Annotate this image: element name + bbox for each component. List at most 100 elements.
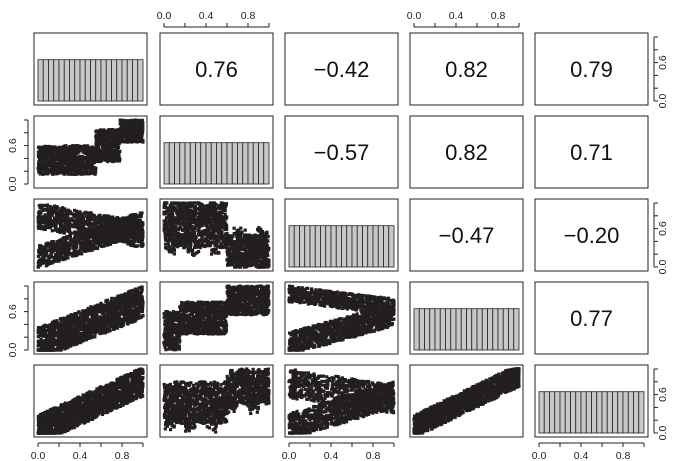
scatter-point — [70, 216, 74, 221]
scatter-point — [106, 231, 110, 236]
scatter-point — [110, 217, 114, 222]
scatter-point — [174, 243, 178, 248]
scatter-point — [71, 239, 76, 243]
scatter-point — [77, 223, 81, 227]
scatter-point — [129, 130, 133, 134]
scatter-point — [262, 257, 266, 261]
scatter-point — [77, 150, 81, 154]
scatter-point — [136, 239, 141, 244]
scatter-point — [101, 136, 106, 140]
scatter-point — [61, 217, 65, 221]
scatter-point — [86, 171, 90, 175]
scatter-point — [53, 244, 57, 249]
scatter-point — [50, 220, 54, 224]
scatter-point — [41, 258, 46, 262]
scatter-point — [95, 246, 100, 251]
scatter-point — [80, 145, 84, 149]
scatter-point — [82, 231, 86, 235]
scatter-point — [46, 258, 50, 262]
scatter-point — [102, 244, 106, 248]
scatter-point — [108, 224, 112, 228]
scatter-point — [37, 156, 42, 160]
scatter-point — [69, 146, 73, 150]
scatter-point — [106, 143, 111, 147]
scatter-point — [265, 232, 269, 237]
scatter-point — [121, 216, 125, 220]
scatter-point — [117, 135, 121, 140]
scatter-point — [95, 147, 99, 151]
scatter-point — [190, 252, 195, 257]
scatter-point — [140, 237, 145, 242]
scatter-point — [111, 228, 115, 232]
scatter-point — [77, 249, 81, 253]
scatter-point — [230, 262, 235, 266]
scatter-point — [48, 156, 52, 161]
scatter-point — [63, 229, 67, 233]
scatter-point — [36, 254, 41, 258]
scatter-point — [171, 247, 175, 251]
scatter-point — [65, 212, 69, 216]
scatter-point — [80, 252, 84, 256]
scatter-point — [97, 155, 102, 159]
scatter-point — [126, 139, 130, 143]
scatter-point — [118, 118, 122, 122]
scatter-point — [54, 226, 58, 231]
scatter-point — [94, 234, 98, 239]
scatter-point — [68, 169, 73, 173]
scatter-point — [48, 246, 52, 250]
scatter-point — [98, 238, 102, 242]
scatter-point — [53, 210, 58, 214]
scatter-point — [39, 203, 43, 207]
scatter-point — [180, 211, 184, 215]
scatter-point — [67, 151, 72, 156]
scatter-point — [98, 222, 102, 226]
scatter-point — [77, 169, 81, 173]
scatter-point — [137, 215, 142, 219]
scatter-point — [97, 158, 101, 162]
scatter-point — [110, 222, 115, 226]
scatter-point — [89, 221, 93, 225]
scatter-point — [46, 214, 51, 218]
scatter-point — [108, 242, 113, 246]
scatter-point — [107, 218, 111, 222]
scatter-point — [243, 228, 247, 232]
scatter-point — [218, 221, 222, 226]
scatter-point — [66, 245, 71, 249]
scatter-point — [70, 211, 74, 216]
scatter-point — [73, 254, 77, 258]
scatter-point — [71, 159, 75, 163]
scatter-point — [226, 263, 231, 267]
scatter-point — [54, 259, 58, 263]
scatter-point — [51, 224, 55, 228]
scatter-point — [226, 253, 230, 257]
scatter-point — [44, 259, 49, 263]
scatter-point — [183, 205, 187, 210]
scatter-point — [113, 158, 117, 162]
scatter-point — [102, 149, 106, 153]
scatter-point — [44, 249, 48, 253]
scatter-point — [94, 224, 98, 228]
scatter-panel-r2-c1 — [36, 118, 145, 176]
scatter-point — [206, 235, 210, 239]
scatter-point — [71, 166, 75, 170]
scatter-point — [217, 250, 221, 255]
scatter-point — [139, 233, 143, 238]
scatter-point — [54, 246, 58, 250]
scatter-point — [72, 213, 76, 218]
scatter-point — [84, 246, 88, 251]
scatter-point — [57, 240, 61, 245]
scatter-point — [198, 215, 203, 219]
scatter-point — [163, 201, 167, 205]
scatter-point — [132, 235, 136, 239]
scatter-point — [49, 242, 53, 246]
scatter-point — [75, 145, 79, 149]
scatter-point — [58, 217, 62, 221]
scatter-point — [220, 237, 224, 241]
scatter-point — [202, 204, 206, 208]
scatter-point — [95, 231, 99, 235]
scatter-point — [73, 208, 77, 212]
scatter-point — [204, 208, 208, 212]
scatter-point — [192, 245, 197, 250]
scatter-point — [81, 216, 85, 220]
scatter-point — [83, 227, 87, 231]
